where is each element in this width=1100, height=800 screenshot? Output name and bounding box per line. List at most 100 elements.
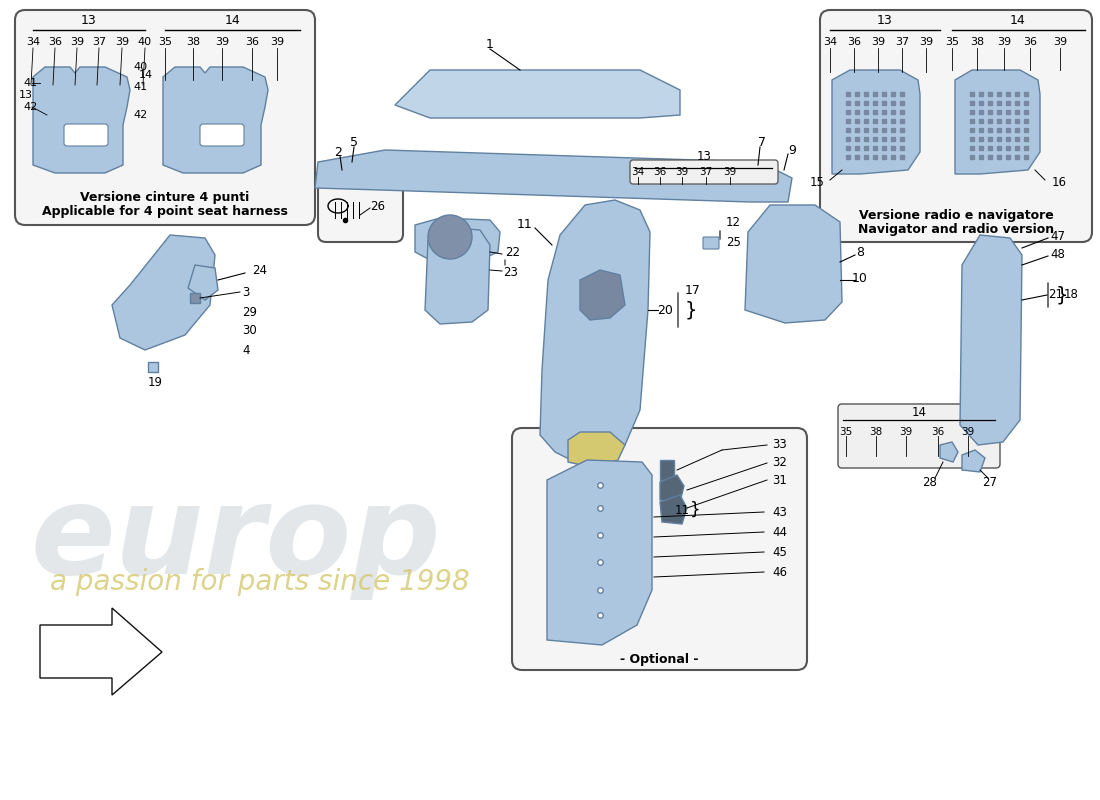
Text: 25: 25 [726,235,741,249]
Text: 3: 3 [242,286,250,298]
Text: 32: 32 [772,457,786,470]
Text: 43: 43 [772,506,786,518]
Polygon shape [540,200,650,462]
Text: 39: 39 [724,167,737,177]
FancyBboxPatch shape [838,404,1000,468]
Text: 35: 35 [839,427,853,437]
Polygon shape [188,265,218,300]
FancyBboxPatch shape [630,160,778,184]
Text: a passion for parts since 1998: a passion for parts since 1998 [50,568,470,596]
Text: 1: 1 [486,38,494,50]
Text: 33: 33 [772,438,786,451]
Text: 47: 47 [1050,230,1065,243]
Text: 35: 35 [158,37,172,47]
Text: 37: 37 [92,37,106,47]
Text: 39: 39 [1053,37,1067,47]
Text: - Optional -: - Optional - [619,654,698,666]
FancyBboxPatch shape [703,237,719,249]
Polygon shape [148,362,158,372]
Text: 8: 8 [856,246,864,258]
Text: 36: 36 [48,37,62,47]
Text: 39: 39 [871,37,886,47]
Text: 40: 40 [138,37,152,47]
Text: 21: 21 [1048,289,1063,302]
Text: 20: 20 [657,303,673,317]
FancyBboxPatch shape [318,170,403,242]
Polygon shape [315,150,792,202]
Text: 14: 14 [139,70,153,80]
Text: 11: 11 [674,503,690,517]
Text: 39: 39 [70,37,84,47]
Text: 39: 39 [900,427,913,437]
Text: europ: europ [30,479,441,601]
Polygon shape [395,70,680,118]
FancyBboxPatch shape [512,428,807,670]
Text: 39: 39 [918,37,933,47]
FancyBboxPatch shape [64,124,108,146]
Polygon shape [425,228,490,324]
Text: Applicable for 4 point seat harness: Applicable for 4 point seat harness [42,206,288,218]
Text: 22: 22 [505,246,520,258]
Text: 29: 29 [242,306,257,318]
Text: 7: 7 [758,135,766,149]
Polygon shape [660,495,688,524]
Text: }: } [690,501,701,519]
Polygon shape [33,67,130,173]
Polygon shape [960,235,1022,445]
Text: 36: 36 [932,427,945,437]
Text: 39: 39 [675,167,689,177]
Text: 41: 41 [134,82,148,92]
Text: 38: 38 [970,37,985,47]
Polygon shape [940,442,958,462]
Text: 39: 39 [114,37,129,47]
Polygon shape [832,70,920,174]
Polygon shape [660,475,684,502]
Text: 45: 45 [772,546,786,558]
Text: }: } [1056,286,1068,305]
Text: 39: 39 [997,37,1011,47]
Text: 9: 9 [788,143,796,157]
Polygon shape [112,235,214,350]
Text: Versione radio e navigatore: Versione radio e navigatore [859,210,1054,222]
Text: 38: 38 [186,37,200,47]
Text: 13: 13 [81,14,97,27]
Polygon shape [580,270,625,320]
Text: 38: 38 [869,427,882,437]
Text: 13: 13 [19,90,33,100]
Polygon shape [415,218,500,260]
FancyBboxPatch shape [15,10,315,225]
Text: 39: 39 [270,37,284,47]
Text: 37: 37 [700,167,713,177]
Text: 13: 13 [696,150,712,163]
Text: 28: 28 [923,475,937,489]
Text: 2: 2 [334,146,342,158]
Polygon shape [745,205,842,323]
Text: 34: 34 [823,37,837,47]
Text: 36: 36 [245,37,258,47]
Text: 44: 44 [772,526,786,538]
Polygon shape [40,608,162,695]
Text: 24: 24 [252,263,267,277]
Text: Versione cinture 4 punti: Versione cinture 4 punti [80,190,250,203]
Polygon shape [962,450,984,472]
Text: 16: 16 [1052,175,1067,189]
Text: 26: 26 [371,199,385,213]
Text: 12: 12 [726,215,741,229]
Text: 17: 17 [685,283,701,297]
Text: 4: 4 [242,343,250,357]
FancyBboxPatch shape [200,124,244,146]
Polygon shape [163,67,268,173]
Text: 39: 39 [214,37,229,47]
Text: 30: 30 [242,323,256,337]
FancyBboxPatch shape [820,10,1092,242]
Text: }: } [685,301,697,319]
Text: 46: 46 [772,566,786,578]
Polygon shape [955,70,1040,174]
Text: 37: 37 [895,37,909,47]
Text: 48: 48 [1050,249,1065,262]
Text: 31: 31 [772,474,786,486]
Text: Navigator and radio version: Navigator and radio version [858,223,1054,237]
Text: 14: 14 [1010,14,1026,27]
Text: 11: 11 [517,218,532,231]
Text: 40: 40 [134,62,148,72]
